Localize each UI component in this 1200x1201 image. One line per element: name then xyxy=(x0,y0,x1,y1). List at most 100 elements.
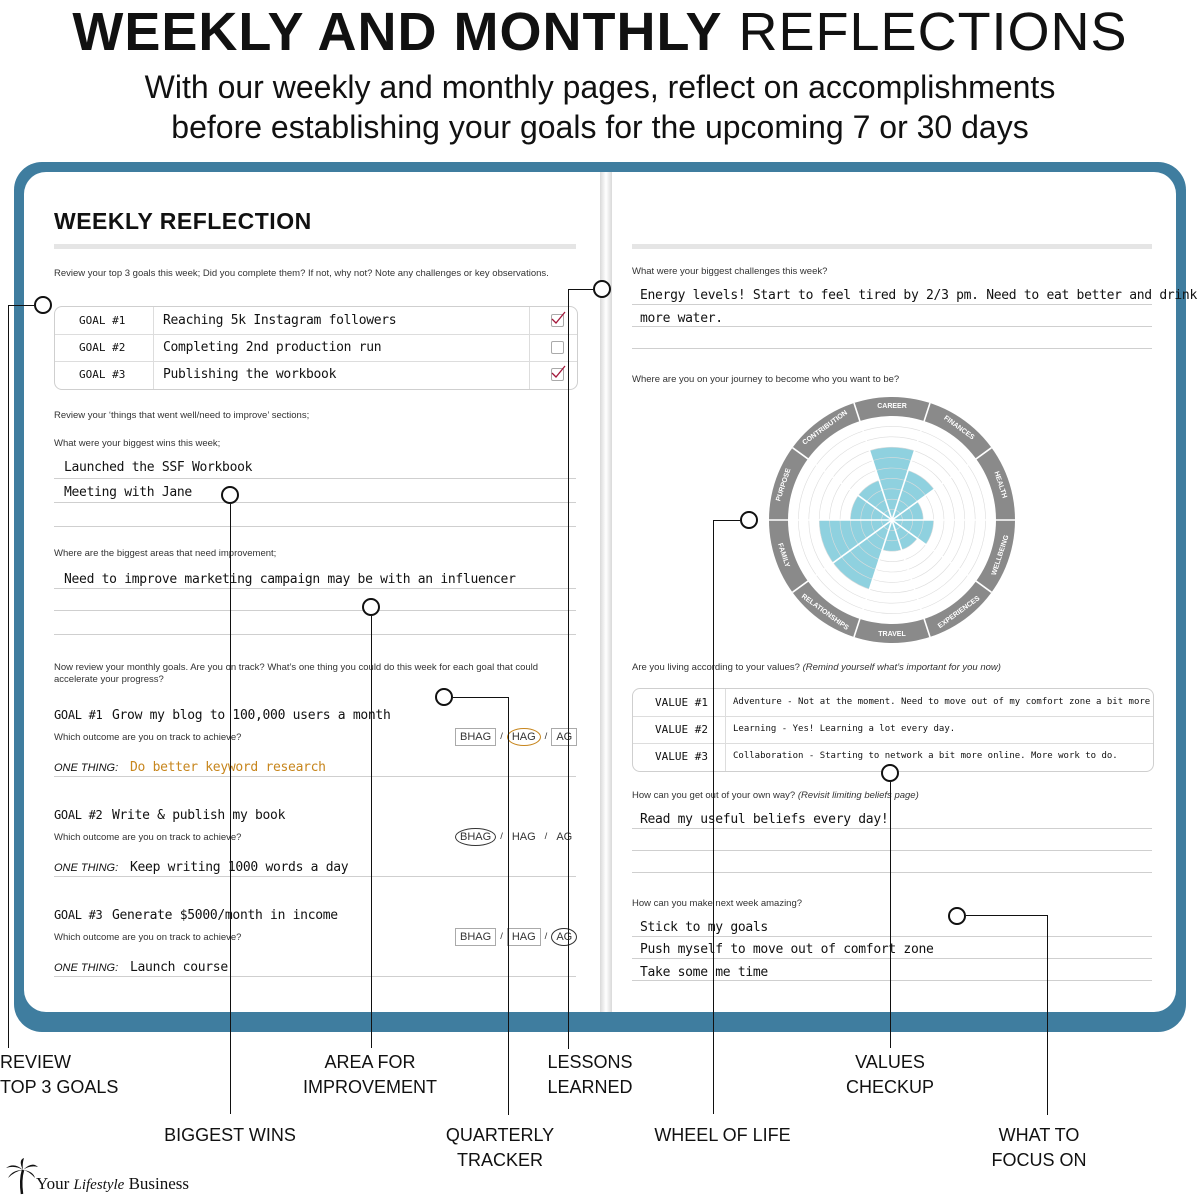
callout-line: VALUES xyxy=(855,1052,925,1072)
book-spine xyxy=(600,172,612,1012)
leader-line xyxy=(230,504,231,1114)
outcome-selector: BHAG / HAG / AG xyxy=(455,828,577,846)
value-text: Collaboration - Starting to network a bi… xyxy=(733,751,1118,761)
option-bhag-selected[interactable]: BHAG xyxy=(455,828,497,846)
subtitle-line-1: With our weekly and monthly pages, refle… xyxy=(144,69,1056,105)
callout-line: LEARNED xyxy=(547,1077,633,1097)
leader-line xyxy=(568,289,593,290)
wheel-segment-fill xyxy=(892,470,935,520)
wheel-of-life-chart: CAREERFINANCESHEALTHWELLBEINGEXPERIENCES… xyxy=(769,397,1015,643)
one-thing-entry: Do better keyword research xyxy=(130,760,326,775)
question-review-sections: Review your ‘things that went well/need … xyxy=(54,410,310,421)
leader-line xyxy=(371,616,372,1048)
goal-label: GOAL #3 xyxy=(79,368,126,381)
callout-line: FOCUS ON xyxy=(991,1150,1087,1170)
wheel-spoke xyxy=(891,447,992,521)
goal-checkbox-checked[interactable] xyxy=(551,365,566,381)
wheel-spoke xyxy=(853,402,893,521)
row-divider xyxy=(633,743,1153,744)
own-way-entry: Read my useful beliefs every day! xyxy=(640,812,889,827)
callout-line: WHAT TO xyxy=(998,1125,1080,1145)
row-divider xyxy=(633,716,1153,717)
wheel-segment-fill xyxy=(850,495,892,520)
wheel-spoke xyxy=(891,519,931,638)
monthly-goal-label: GOAL #1 xyxy=(54,708,103,722)
monthly-goal-text: Grow my blog to 100,000 users a month xyxy=(112,708,391,723)
goal-text: Completing 2nd production run xyxy=(163,340,382,355)
writing-line xyxy=(632,936,1152,937)
values-table: VALUE #1 Adventure - Not at the moment. … xyxy=(632,688,1154,772)
monthly-goal-text: Generate $5000/month in income xyxy=(112,908,338,923)
goal-checkbox-checked[interactable] xyxy=(551,311,566,327)
option-ag-selected[interactable]: AG xyxy=(551,928,578,946)
callout-marker xyxy=(221,486,239,504)
goal-text: Publishing the workbook xyxy=(163,367,337,382)
row-divider xyxy=(55,334,577,335)
option-bhag[interactable]: BHAG xyxy=(455,928,497,946)
row-divider xyxy=(55,361,577,362)
option-separator: / xyxy=(500,831,503,842)
writing-line xyxy=(632,850,1152,851)
monthly-goal-text: Write & publish my book xyxy=(112,808,286,823)
outcome-selector: BHAG / HAG / AG xyxy=(455,728,578,746)
question-improvement: Where are the biggest areas that need im… xyxy=(54,548,277,559)
wheel-label: CAREER xyxy=(877,403,907,410)
callout-line: AREA FOR xyxy=(324,1052,416,1072)
challenge-entry: more water. xyxy=(640,311,723,326)
wheel-segment-fill xyxy=(833,520,892,590)
callout-what-to-focus: WHAT TO FOCUS ON xyxy=(975,1123,1103,1173)
goals-table: GOAL #1 Reaching 5k Instagram followers … xyxy=(54,306,578,390)
leader-line xyxy=(8,306,9,1048)
outcome-selector: BHAG / HAG / AG xyxy=(455,928,578,946)
writing-line xyxy=(54,588,576,589)
one-thing-label: ONE THING: xyxy=(54,962,119,974)
leader-line xyxy=(453,697,508,698)
goal-label: GOAL #1 xyxy=(79,314,126,327)
question-challenges: What were your biggest challenges this w… xyxy=(632,266,828,277)
leader-line xyxy=(508,697,509,1115)
option-hag[interactable]: HAG xyxy=(506,928,541,946)
callout-marker xyxy=(948,907,966,925)
writing-line xyxy=(54,876,576,877)
question-wins: What were your biggest wins this week; xyxy=(54,438,221,449)
leader-line xyxy=(890,782,891,1048)
wheel-segment-fill xyxy=(892,501,924,520)
question-own-way: How can you get out of your own way? (Re… xyxy=(632,790,919,802)
value-label: VALUE #3 xyxy=(655,750,708,763)
question-values-text: Are you living according to your values? xyxy=(632,662,800,673)
question-values-note: (Remind yourself what’s important for yo… xyxy=(802,662,1001,673)
callout-line: QUARTERLY xyxy=(445,1125,555,1145)
leader-line xyxy=(966,915,1047,916)
question-monthly-goals: Now review your monthly goals. Are you o… xyxy=(54,662,539,685)
option-bhag[interactable]: BHAG xyxy=(455,728,497,746)
brand-part: Your xyxy=(36,1174,70,1193)
goal-checkbox[interactable] xyxy=(551,341,564,354)
one-thing-label: ONE THING: xyxy=(54,762,119,774)
option-ag[interactable]: AG xyxy=(556,831,573,843)
value-text: Learning - Yes! Learning a lot every day… xyxy=(733,724,956,734)
wheel-segment-fill xyxy=(892,520,918,550)
question-amazing: How can you make next week amazing? xyxy=(632,898,803,909)
callout-marker xyxy=(740,511,758,529)
option-hag-selected[interactable]: HAG xyxy=(506,728,541,746)
callout-line: CHECKUP xyxy=(845,1077,934,1097)
option-ag[interactable]: AG xyxy=(551,728,578,746)
leader-line xyxy=(713,520,714,1114)
callout-lessons-learned: LESSONS LEARNED xyxy=(530,1050,650,1100)
value-text: Adventure - Not at the moment. Need to m… xyxy=(733,697,1151,707)
writing-line xyxy=(54,526,576,527)
question-own-way-note: (Revisit limiting beliefs page) xyxy=(797,790,919,801)
option-separator: / xyxy=(544,731,548,742)
callout-marker xyxy=(362,598,380,616)
title-underline xyxy=(632,244,1152,249)
page-title: WEEKLY REFLECTION xyxy=(54,208,312,234)
challenge-entry: Energy levels! Start to feel tired by 2/… xyxy=(640,288,1197,303)
wheel-segment-fill xyxy=(869,447,915,520)
amazing-entry: Take some me time xyxy=(640,965,768,980)
brand-part: Lifestyle xyxy=(73,1177,125,1193)
leader-line xyxy=(713,520,740,521)
option-hag[interactable]: HAG xyxy=(511,831,536,843)
writing-line xyxy=(632,348,1152,349)
wheel-spoke xyxy=(792,519,893,593)
goal-label: GOAL #2 xyxy=(79,341,126,354)
